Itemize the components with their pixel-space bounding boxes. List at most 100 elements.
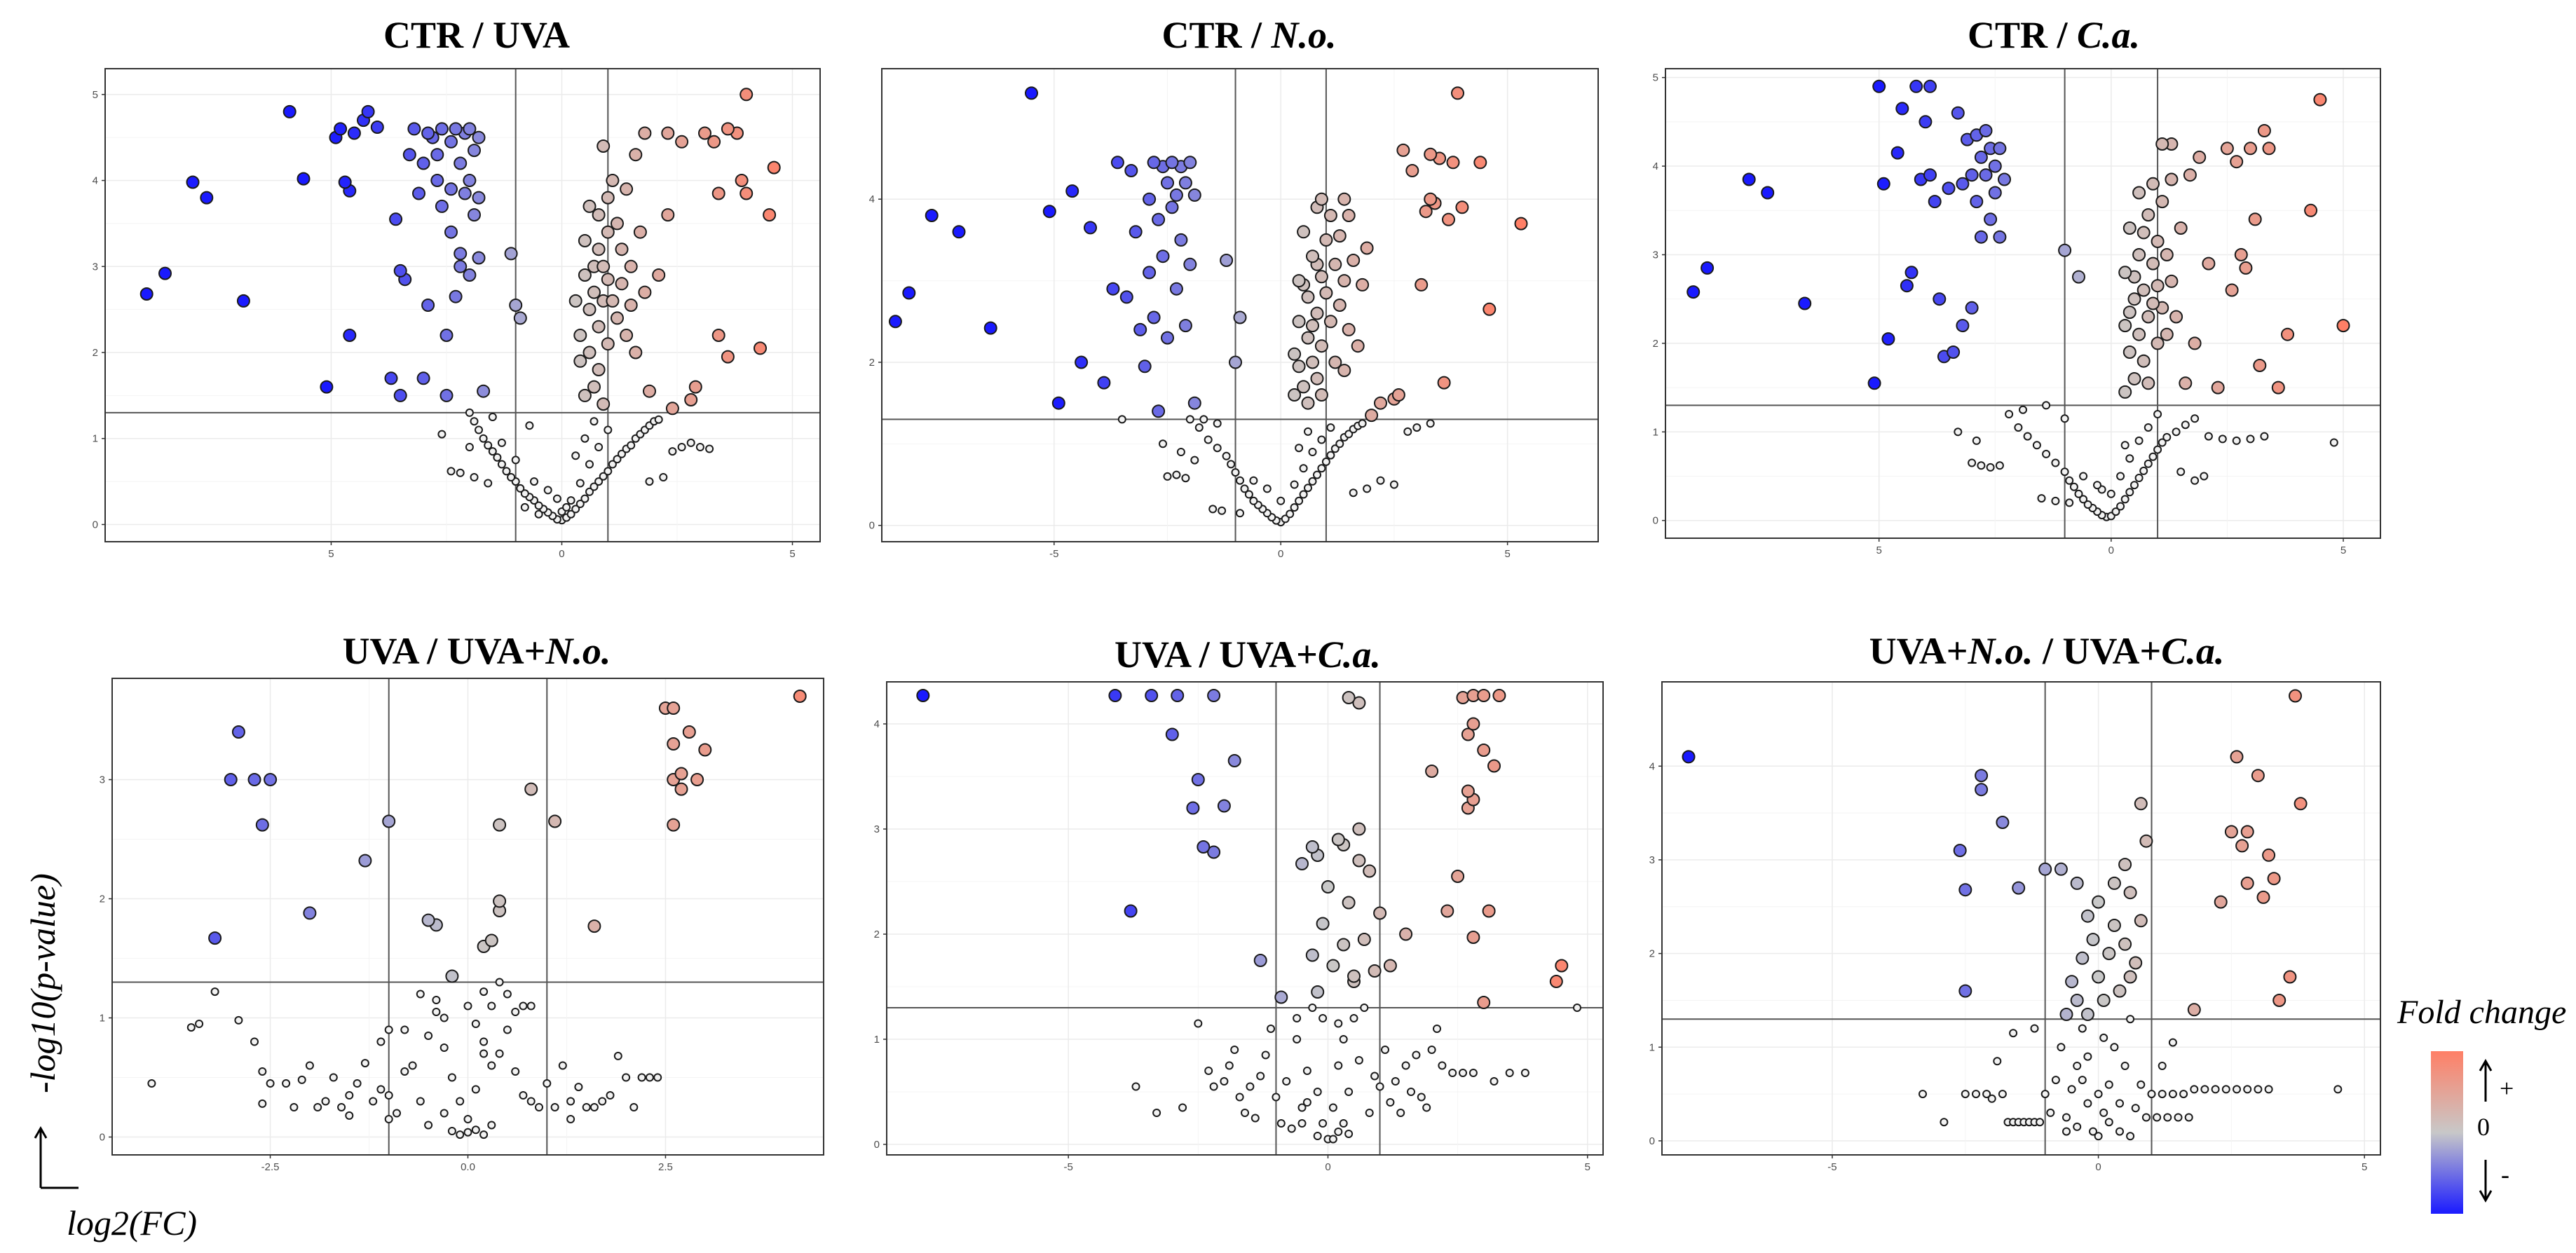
data-point [447,1073,456,1082]
data-point [611,311,624,325]
data-point [661,208,675,222]
data-point [1308,477,1317,486]
data-point [1314,192,1328,206]
data-point [1352,696,1366,710]
data-point [463,1001,472,1011]
data-point [2005,410,2014,418]
data-point [463,174,477,187]
data-point [2023,432,2032,441]
data-point [2078,1076,2087,1085]
data-point [1222,451,1231,460]
data-point [698,743,712,757]
data-point [495,1049,504,1058]
data-point [1951,106,1965,120]
data-point [592,208,606,222]
data-point [435,199,449,213]
data-point [624,299,638,312]
data-point [1227,754,1241,767]
y-tick-label: 3 [1649,854,1655,866]
data-point [1490,1077,1499,1086]
data-point [2155,137,2169,151]
data-point [439,388,454,402]
data-point [1979,168,1993,182]
data-point [1314,388,1328,402]
data-point [1342,896,1356,910]
data-point [552,494,561,503]
data-point [1342,691,1356,704]
data-point [2211,381,2225,395]
data-point [888,315,902,329]
data-point [1106,282,1120,296]
data-point [407,122,421,136]
x-axis-label: log2(FC) [67,1203,197,1242]
data-point [247,773,261,786]
data-point [2058,243,2072,257]
data-point [1288,347,1302,361]
data-point [767,160,781,174]
data-point [1308,448,1317,456]
data-point [1319,286,1333,300]
data-point [1987,1094,1996,1103]
data-point [1968,458,1977,467]
data-point [1161,176,1174,190]
data-point [2131,1104,2140,1113]
data-point [2218,434,2227,444]
y-tick-label: 0 [1649,1135,1655,1147]
data-point [592,242,606,256]
data-point [1025,86,1038,100]
data-point [1204,435,1213,444]
data-point [1297,1119,1307,1128]
data-point [1199,415,1208,424]
data-point [472,191,486,205]
data-point [1108,689,1122,702]
data-point [384,1091,393,1100]
data-point [2065,498,2074,507]
data-point [1391,1077,1400,1086]
data-point [2104,1118,2113,1127]
data-point [2065,975,2079,989]
data-point [2115,1099,2124,1108]
data-point [1477,689,1491,702]
data-point [1339,1035,1348,1043]
data-point [2155,195,2169,209]
data-point [511,456,520,465]
data-point [1895,102,1909,116]
data-point [590,1103,599,1111]
data-point [1993,1057,2002,1066]
data-point [1347,254,1361,267]
data-point [629,345,643,360]
data-point [1867,376,1881,390]
data-point [1483,302,1497,316]
data-point [1174,233,1188,247]
data-point [1876,177,1890,191]
data-point [2153,1113,2162,1122]
data-point [2089,1127,2097,1136]
data-point [2070,876,2084,890]
x-tick-label: 2.5 [658,1161,673,1173]
data-point [430,148,444,162]
data-point [1374,396,1387,410]
y-tick-label: 4 [874,718,880,730]
data-point [2106,489,2115,498]
data-point [2083,1099,2092,1108]
data-point [568,294,582,308]
data-point [1337,274,1351,288]
data-point [1311,985,1325,999]
data-point [1297,1103,1307,1112]
data-point [1310,306,1324,320]
data-point [1097,376,1111,390]
data-point [1947,345,1961,359]
data-point [620,182,634,196]
data-point [1295,857,1309,870]
data-point [236,294,250,308]
data-point [740,186,754,200]
data-point [1297,225,1311,239]
data-point [393,263,407,278]
data-point [2165,172,2179,186]
data-point [2060,414,2069,423]
data-point [463,1115,472,1123]
data-point [393,388,407,402]
data-point [578,388,592,402]
panel-title: UVA / UVA+N.o. [343,630,611,672]
data-point [1391,388,1405,402]
